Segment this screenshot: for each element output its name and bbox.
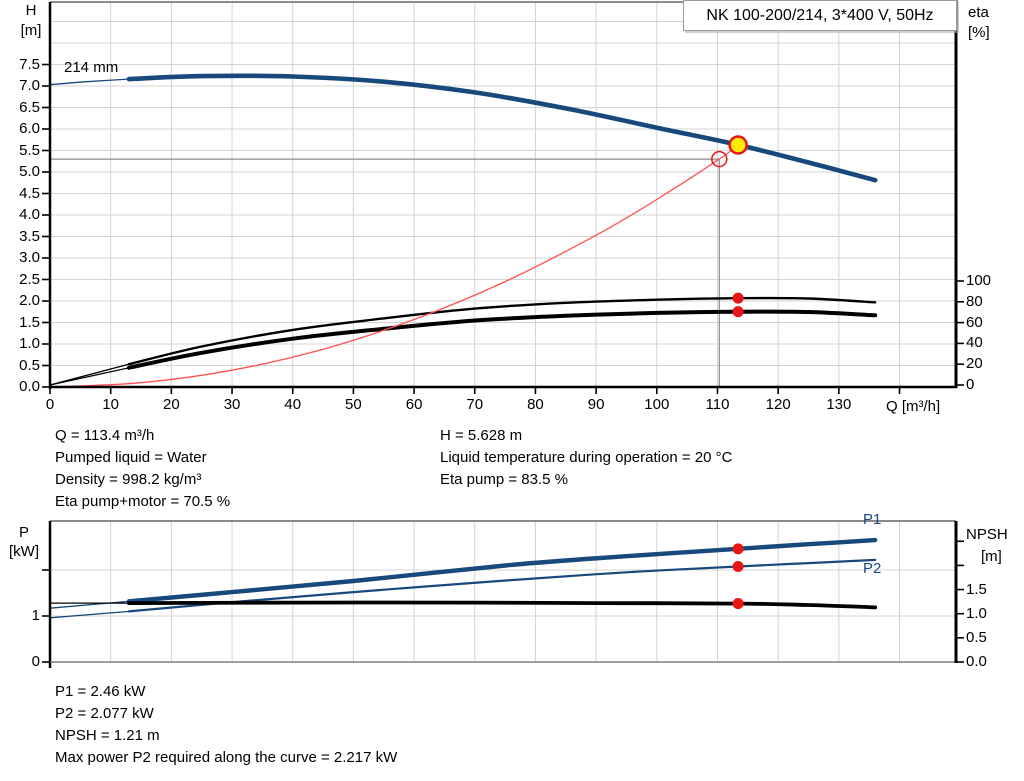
h-tick-label: 4.0 bbox=[0, 207, 40, 223]
h-tick-label: 1.0 bbox=[0, 336, 40, 352]
eta-tick-label: 20 bbox=[966, 356, 983, 372]
info-density: Density = 998.2 kg/m³ bbox=[55, 471, 201, 488]
h-tick-label: 0.5 bbox=[0, 358, 40, 374]
p-tick-label: 0 bbox=[0, 654, 40, 670]
q-axis-title: Q [m³/h] bbox=[886, 398, 940, 415]
h-tick-label: 6.0 bbox=[0, 121, 40, 137]
npsh-tick-label: 1.5 bbox=[966, 582, 987, 598]
p1-curve-lead-in bbox=[50, 601, 129, 608]
h-tick-label: 3.0 bbox=[0, 250, 40, 266]
h-tick-label: 3.5 bbox=[0, 229, 40, 245]
q-tick-label: 100 bbox=[637, 397, 677, 413]
eta-tick-label: 60 bbox=[966, 315, 983, 331]
info-eta-pump: Eta pump = 83.5 % bbox=[440, 471, 568, 488]
h-tick-label: 0.0 bbox=[0, 379, 40, 395]
eta-point-marker bbox=[733, 293, 744, 304]
info-p2: P2 = 2.077 kW bbox=[55, 705, 154, 722]
info-h: H = 5.628 m bbox=[440, 427, 522, 444]
system-curve bbox=[50, 145, 738, 387]
npsh-tick-label: 0.0 bbox=[966, 654, 987, 670]
h-tick-label: 7.5 bbox=[0, 57, 40, 73]
info-p1: P1 = 2.46 kW bbox=[55, 683, 145, 700]
eta-axis-title: eta bbox=[968, 4, 989, 21]
npsh-curve bbox=[129, 603, 875, 608]
q-tick-label: 30 bbox=[212, 397, 252, 413]
eta-tick-label: 80 bbox=[966, 294, 983, 310]
p-tick-label: 1 bbox=[0, 608, 40, 624]
impeller-diameter-label: 214 mm bbox=[64, 59, 118, 76]
h-tick-label: 1.5 bbox=[0, 315, 40, 331]
q-tick-label: 110 bbox=[697, 397, 737, 413]
eta-tick-label: 100 bbox=[966, 273, 991, 289]
h-tick-label: 2.0 bbox=[0, 293, 40, 309]
q-tick-label: 80 bbox=[515, 397, 555, 413]
h-tick-label: 6.5 bbox=[0, 100, 40, 116]
q-tick-label: 130 bbox=[819, 397, 859, 413]
eta-pump-motor-curve-lead-in bbox=[50, 368, 129, 385]
npsh-axis-unit: [m] bbox=[981, 548, 1002, 565]
eta-axis-unit: [%] bbox=[968, 24, 990, 41]
q-tick-label: 10 bbox=[91, 397, 131, 413]
q-tick-label: 20 bbox=[151, 397, 191, 413]
eta-pump-curve bbox=[129, 298, 875, 364]
pump-curve-report: H [m] eta [%] Q [m³/h] 214 mm NK 100-200… bbox=[0, 0, 1024, 781]
info-q: Q = 113.4 m³/h bbox=[55, 427, 154, 444]
q-tick-label: 90 bbox=[576, 397, 616, 413]
eta-tick-label: 40 bbox=[966, 335, 983, 351]
npsh-axis-title: NPSH bbox=[966, 526, 1008, 543]
head-curve bbox=[129, 76, 875, 180]
pump-title-text: NK 100-200/214, 3*400 V, 50Hz bbox=[706, 7, 933, 24]
p1-curve-duty-marker bbox=[733, 543, 744, 554]
npsh-tick-label: 0.5 bbox=[966, 630, 987, 646]
info-eta-pump-motor: Eta pump+motor = 70.5 % bbox=[55, 493, 230, 510]
h-tick-label: 5.0 bbox=[0, 164, 40, 180]
q-tick-label: 0 bbox=[30, 397, 70, 413]
p2-curve-duty-marker bbox=[733, 561, 744, 572]
info-temperature: Liquid temperature during operation = 20… bbox=[440, 449, 732, 466]
p2-curve-label: P2 bbox=[863, 560, 881, 577]
curve-plot-canvas bbox=[0, 0, 1024, 781]
pump-title-box: NK 100-200/214, 3*400 V, 50Hz bbox=[683, 0, 957, 31]
info-max-power: Max power P2 required along the curve = … bbox=[55, 749, 397, 766]
q-tick-label: 50 bbox=[333, 397, 373, 413]
info-liquid: Pumped liquid = Water bbox=[55, 449, 207, 466]
h-axis-unit: [m] bbox=[12, 22, 50, 39]
q-tick-label: 70 bbox=[455, 397, 495, 413]
q-tick-label: 120 bbox=[758, 397, 798, 413]
eta-point-marker bbox=[733, 306, 744, 317]
eta-tick-label: 0 bbox=[966, 377, 974, 393]
npsh-curve-duty-marker bbox=[733, 598, 744, 609]
h-tick-label: 7.0 bbox=[0, 78, 40, 94]
p2-curve-lead-in bbox=[50, 611, 129, 617]
q-tick-label: 60 bbox=[394, 397, 434, 413]
q-tick-label: 40 bbox=[273, 397, 313, 413]
head-curve-lead-in bbox=[50, 79, 129, 85]
npsh-tick-label: 1.0 bbox=[966, 606, 987, 622]
p-axis-title: P bbox=[14, 524, 34, 541]
h-axis-title: H bbox=[20, 2, 42, 19]
h-tick-label: 2.5 bbox=[0, 272, 40, 288]
info-npsh: NPSH = 1.21 m bbox=[55, 727, 160, 744]
p-axis-unit: [kW] bbox=[2, 543, 46, 560]
p1-curve bbox=[129, 540, 875, 601]
h-tick-label: 5.5 bbox=[0, 143, 40, 159]
operating-point-marker bbox=[730, 136, 747, 153]
h-tick-label: 4.5 bbox=[0, 186, 40, 202]
p1-curve-label: P1 bbox=[863, 511, 881, 528]
